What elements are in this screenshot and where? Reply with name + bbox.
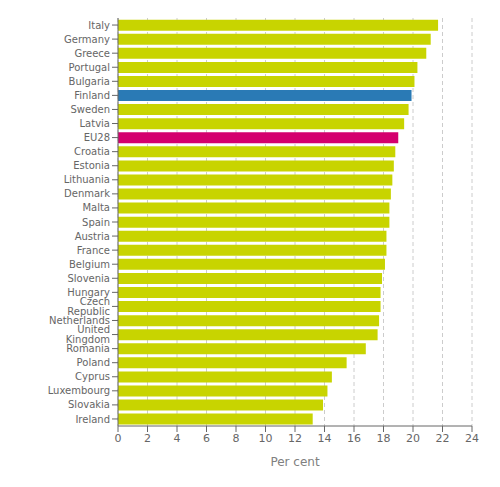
svg-text:Finland: Finland <box>74 90 110 101</box>
svg-text:4: 4 <box>174 432 181 445</box>
svg-text:Latvia: Latvia <box>80 118 110 129</box>
svg-text:Romania: Romania <box>66 343 110 354</box>
svg-text:Austria: Austria <box>75 231 110 242</box>
svg-text:Denmark: Denmark <box>64 188 110 199</box>
svg-text:Netherlands: Netherlands <box>49 315 110 326</box>
svg-text:UnitedKingdom: UnitedKingdom <box>66 324 110 345</box>
svg-text:Poland: Poland <box>77 357 110 368</box>
svg-text:Spain: Spain <box>82 217 110 228</box>
svg-text:20: 20 <box>406 432 420 445</box>
svg-text:22: 22 <box>436 432 450 445</box>
svg-text:Slovenia: Slovenia <box>67 273 110 284</box>
svg-text:Estonia: Estonia <box>73 160 110 171</box>
svg-text:CzechRepublic: CzechRepublic <box>67 296 110 317</box>
svg-text:EU28: EU28 <box>84 132 110 143</box>
svg-text:Ireland: Ireland <box>75 414 110 425</box>
svg-text:24: 24 <box>465 432 479 445</box>
svg-text:Belgium: Belgium <box>69 259 110 270</box>
svg-text:Croatia: Croatia <box>74 146 110 157</box>
svg-text:8: 8 <box>233 432 240 445</box>
svg-text:Luxembourg: Luxembourg <box>48 385 110 396</box>
svg-text:France: France <box>77 245 110 256</box>
svg-text:18: 18 <box>377 432 391 445</box>
svg-text:12: 12 <box>288 432 302 445</box>
svg-text:Hungary: Hungary <box>67 286 110 298</box>
svg-text:Slovakia: Slovakia <box>68 399 110 410</box>
svg-text:Bulgaria: Bulgaria <box>69 76 110 87</box>
svg-text:Germany: Germany <box>64 34 110 45</box>
svg-text:Italy: Italy <box>88 20 110 31</box>
svg-text:Lithuania: Lithuania <box>64 174 110 185</box>
svg-text:14: 14 <box>318 432 332 445</box>
svg-text:6: 6 <box>203 432 210 445</box>
svg-text:Greece: Greece <box>74 48 110 59</box>
svg-text:2: 2 <box>144 432 151 445</box>
svg-text:0: 0 <box>115 432 122 445</box>
svg-text:Per cent: Per cent <box>270 455 320 469</box>
svg-text:Portugal: Portugal <box>69 62 110 73</box>
svg-text:Sweden: Sweden <box>70 104 110 115</box>
svg-text:16: 16 <box>347 432 361 445</box>
svg-text:Cyprus: Cyprus <box>75 371 110 382</box>
svg-text:Malta: Malta <box>82 202 110 213</box>
svg-text:10: 10 <box>259 432 273 445</box>
